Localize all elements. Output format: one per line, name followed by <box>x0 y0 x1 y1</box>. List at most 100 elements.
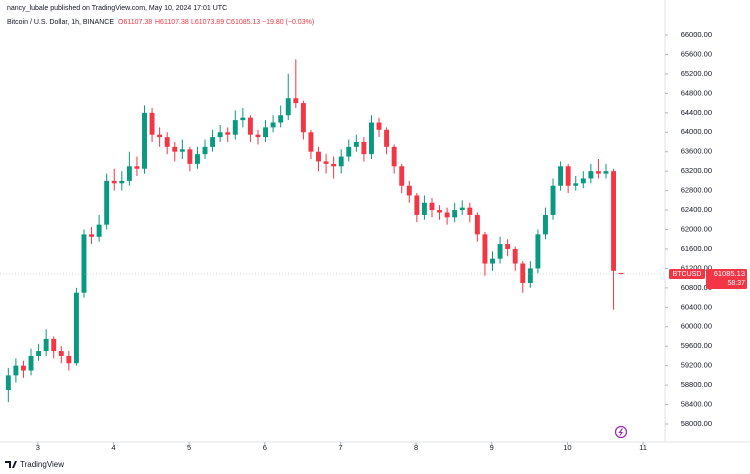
candle-body <box>316 151 321 162</box>
y-tick-label: 61200.00 <box>681 263 712 272</box>
candle-body <box>157 134 163 138</box>
y-tick-label: 64000.00 <box>681 127 712 136</box>
candle-body <box>20 365 26 371</box>
candle-body <box>595 171 601 174</box>
candle-body <box>58 351 64 356</box>
candle-body <box>225 132 231 135</box>
candle-body <box>210 137 216 147</box>
candle-body <box>96 224 102 237</box>
candle-body <box>550 185 556 215</box>
y-tick-label: 62800.00 <box>681 186 712 195</box>
y-tick-label: 58800.00 <box>681 380 712 389</box>
brand-logo <box>5 461 17 468</box>
candle-body <box>580 178 586 184</box>
candle-body <box>459 207 465 211</box>
candle-body <box>376 122 382 130</box>
symbol-tag-text: BTCUSD <box>673 271 702 278</box>
candle-body <box>558 166 564 186</box>
y-tick-label: 64400.00 <box>681 108 712 117</box>
candle-body <box>573 183 579 186</box>
y-tick-label: 66000.00 <box>681 30 712 39</box>
candle-body <box>331 163 337 167</box>
candle-body <box>444 212 450 218</box>
y-tick-label: 65600.00 <box>681 49 712 58</box>
candle-body <box>399 166 405 186</box>
candle-body <box>247 117 253 135</box>
candle-body <box>391 146 397 167</box>
symbol: Bitcoin / U.S. Dollar, 1h, BINANCE <box>7 19 114 26</box>
candle-body <box>111 180 117 184</box>
x-tick-label: 5 <box>187 443 191 452</box>
y-tick-label: 60400.00 <box>681 302 712 311</box>
candle-body <box>300 103 306 133</box>
candle-body <box>497 244 503 259</box>
candle-body <box>369 122 374 155</box>
candle-body <box>406 185 412 196</box>
candle-body <box>194 154 200 164</box>
candle-body <box>51 338 57 352</box>
candle-body <box>565 166 571 186</box>
candle-body <box>149 112 155 135</box>
candle-body <box>43 338 49 352</box>
x-tick-label: 7 <box>338 443 342 452</box>
x-tick-label: 10 <box>563 443 571 452</box>
candle-body <box>89 234 95 237</box>
candle-body <box>202 146 208 155</box>
candle-body <box>119 180 125 184</box>
legend-change: −19.80 (−0.03%) <box>262 19 314 26</box>
candle-body <box>104 180 110 225</box>
legend-high: H61107.38 <box>155 19 189 26</box>
symbol-tag <box>669 268 705 279</box>
candle-body <box>323 161 329 164</box>
price-tag-countdown: 58:37 <box>727 280 745 287</box>
candle-body <box>421 202 427 215</box>
candle-body <box>611 171 617 271</box>
candle-body <box>142 112 147 169</box>
lightning-icon[interactable] <box>614 425 628 439</box>
candle-body <box>164 137 170 147</box>
y-tick-label: 63200.00 <box>681 166 712 175</box>
y-tick-label: 58000.00 <box>681 419 712 428</box>
candle-body <box>134 166 140 169</box>
candle-body <box>187 149 193 164</box>
candle-body <box>255 134 261 138</box>
candle-body <box>520 263 526 283</box>
candle-body <box>535 234 541 269</box>
y-tick-label: 61600.00 <box>681 244 712 253</box>
price-tag <box>706 268 747 289</box>
candle-body <box>172 146 178 152</box>
candle-body <box>384 129 390 147</box>
candles <box>5 59 624 403</box>
legend-close: C61085.13 <box>226 19 260 26</box>
candle-body <box>240 117 246 121</box>
candle-body <box>361 141 367 155</box>
candle-body <box>338 156 344 167</box>
candle-body <box>482 234 488 264</box>
x-tick-label: 11 <box>639 443 647 452</box>
candle-body <box>13 365 19 376</box>
y-tick-label: 62400.00 <box>681 205 712 214</box>
y-tick-label: 60000.00 <box>681 322 712 331</box>
y-tick-label: 64800.00 <box>681 88 712 97</box>
brand: TradingView <box>20 460 64 469</box>
candle-body <box>270 122 276 128</box>
x-tick-label: 6 <box>263 443 267 452</box>
candle-body <box>618 272 624 274</box>
candle-body <box>543 214 548 235</box>
candle-body <box>179 149 185 152</box>
candle-body <box>293 98 299 104</box>
candle-body <box>429 202 435 211</box>
candle-body <box>452 210 458 218</box>
candle-body <box>263 127 269 138</box>
candle-body <box>353 141 359 147</box>
candle-body <box>5 375 11 390</box>
x-tick-label: 9 <box>490 443 494 452</box>
candle-body <box>588 171 594 179</box>
candle-body <box>278 115 284 123</box>
candle-body <box>437 210 443 213</box>
candle-body <box>467 207 473 215</box>
candle-body <box>81 234 87 293</box>
legend-open: O61107.38 <box>118 19 152 26</box>
candle-body <box>285 98 291 116</box>
